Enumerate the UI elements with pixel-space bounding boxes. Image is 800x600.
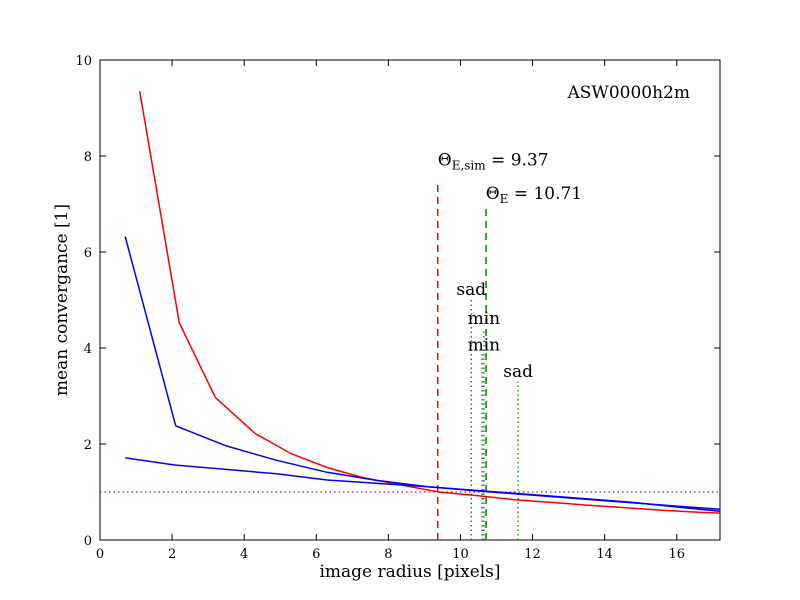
vline-label: min	[468, 309, 501, 329]
y-tick-label: 0	[84, 534, 92, 549]
plot-frame	[99, 59, 721, 541]
y-axis-title: mean convergance [1]	[52, 204, 72, 396]
x-tick-label: 12	[524, 547, 541, 562]
x-tick-label: 2	[168, 547, 176, 562]
x-tick-label: 0	[96, 547, 104, 562]
panel-label: ASW0000h2m	[566, 83, 690, 103]
x-axis-title: image radius [pixels]	[319, 562, 500, 582]
data-series	[124, 91, 721, 514]
vline-label: sad	[503, 362, 533, 382]
x-tick-label: 4	[240, 547, 248, 562]
series-line-0	[138, 91, 721, 514]
vline-label: ΘE,sim = 9.37	[438, 151, 549, 173]
vline-label: min	[468, 335, 501, 355]
x-tick-label: 14	[596, 547, 613, 562]
vline-label: sad	[456, 280, 486, 300]
x-tick-label: 6	[312, 547, 320, 562]
y-tick-label: 4	[84, 342, 92, 357]
x-tick-label: 10	[452, 547, 469, 562]
x-tick-label: 8	[384, 547, 392, 562]
y-tick-label: 6	[84, 246, 92, 261]
reference-lines	[100, 180, 720, 540]
x-tick-label: 16	[668, 547, 685, 562]
axis-ticks: 0 2 4 6 8 10 12 14 16 0 2 4 6 8 10	[75, 54, 720, 562]
y-tick-label: 8	[84, 150, 92, 165]
series-line-2	[125, 457, 721, 512]
vline-label: ΘE = 10.71	[486, 184, 582, 206]
y-tick-label: 10	[75, 54, 92, 69]
y-tick-label: 2	[84, 438, 92, 453]
